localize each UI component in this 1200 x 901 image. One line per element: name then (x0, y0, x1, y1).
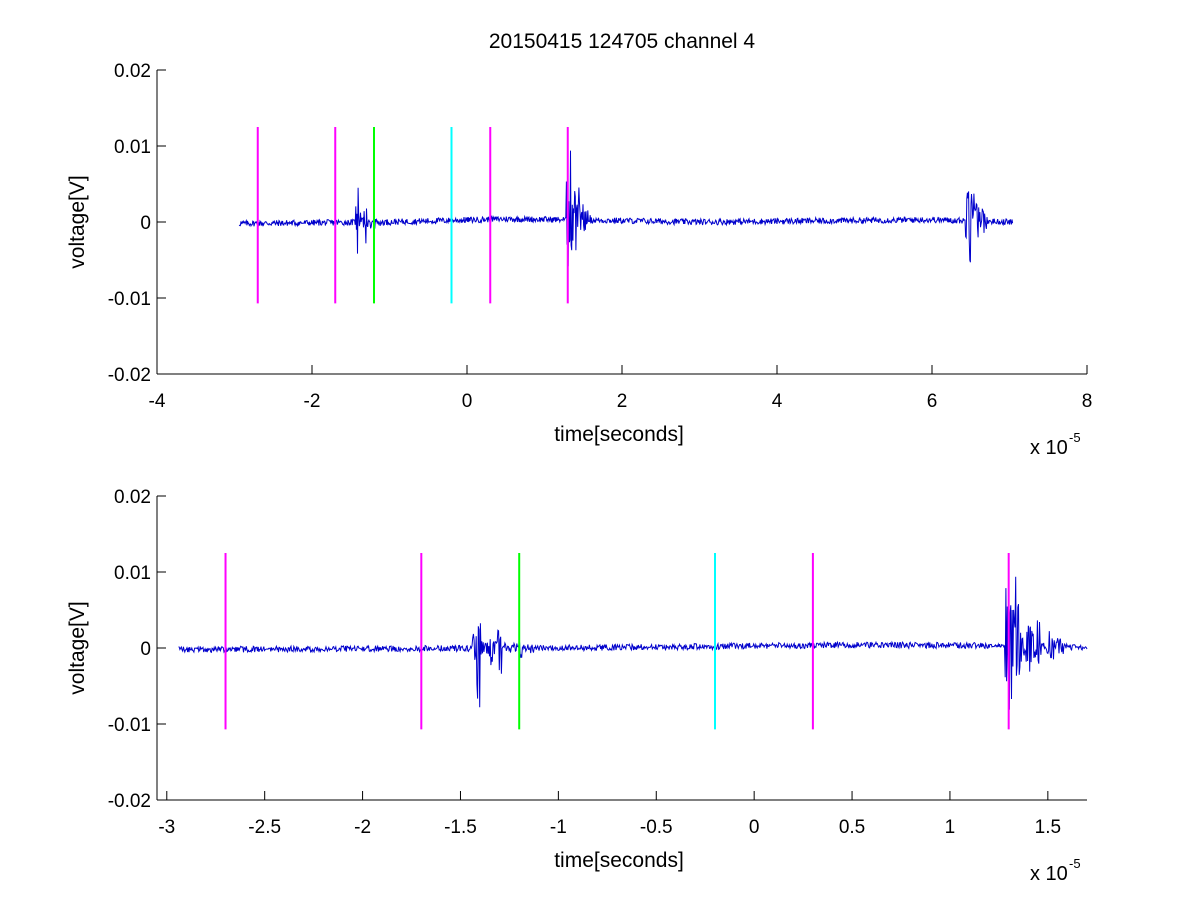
x-multiplier-exponent: -5 (1069, 856, 1081, 871)
x-tick-label: 0 (749, 817, 760, 838)
x-tick-label: -0.5 (640, 817, 673, 838)
x-tick-label: 0 (462, 391, 473, 412)
x-axis-title: time[seconds] (554, 849, 684, 872)
y-tick-label: -0.02 (108, 365, 151, 386)
y-axis-title: voltage[V] (66, 601, 89, 694)
y-tick-label: 0 (140, 213, 151, 234)
x-tick-label: -1 (550, 817, 567, 838)
x-tick-label: 4 (772, 391, 783, 412)
x-tick-label: 0.5 (839, 817, 865, 838)
y-tick-label: 0.01 (114, 137, 151, 158)
bottom-plot: -3 -2.5 -2 -1.5 -1 -0.5 0 0.5 1 1.5 0.02 0.01 0 -0.01… (66, 487, 1088, 885)
x-tick-label: 2 (617, 391, 628, 412)
x-tick-label: -2 (304, 391, 321, 412)
top-plot: -4 -2 0 2 4 6 8 0.02 0.01 0 -0.01 -0.02 time[seconds… (66, 61, 1092, 459)
x-axis-title: time[seconds] (554, 423, 684, 446)
x-multiplier-label: x 10 (1030, 863, 1068, 885)
x-tick-label: 6 (927, 391, 938, 412)
y-tick-label: 0 (140, 639, 151, 660)
y-axis-title: voltage[V] (66, 175, 89, 268)
figure-title: 20150415 124705 channel 4 (489, 30, 756, 53)
y-tick-label: -0.01 (108, 715, 151, 736)
x-tick-label: -3 (158, 817, 175, 838)
x-tick-label: -2 (354, 817, 371, 838)
x-multiplier-label: x 10 (1030, 437, 1068, 459)
signal-trace (178, 576, 1088, 710)
x-tick-label: 8 (1082, 391, 1093, 412)
y-tick-label: -0.02 (108, 791, 151, 812)
y-tick-label: 0.01 (114, 563, 151, 584)
x-tick-label: -4 (149, 391, 166, 412)
x-tick-label: -1.5 (444, 817, 477, 838)
x-tick-label: -2.5 (248, 817, 281, 838)
y-tick-label: 0.02 (114, 61, 151, 82)
x-tick-label: 1.5 (1035, 817, 1061, 838)
signal-trace (238, 150, 1014, 267)
y-tick-label: -0.01 (108, 289, 151, 310)
x-multiplier-exponent: -5 (1069, 430, 1081, 445)
x-tick-label: 1 (945, 817, 956, 838)
y-tick-label: 0.02 (114, 487, 151, 508)
